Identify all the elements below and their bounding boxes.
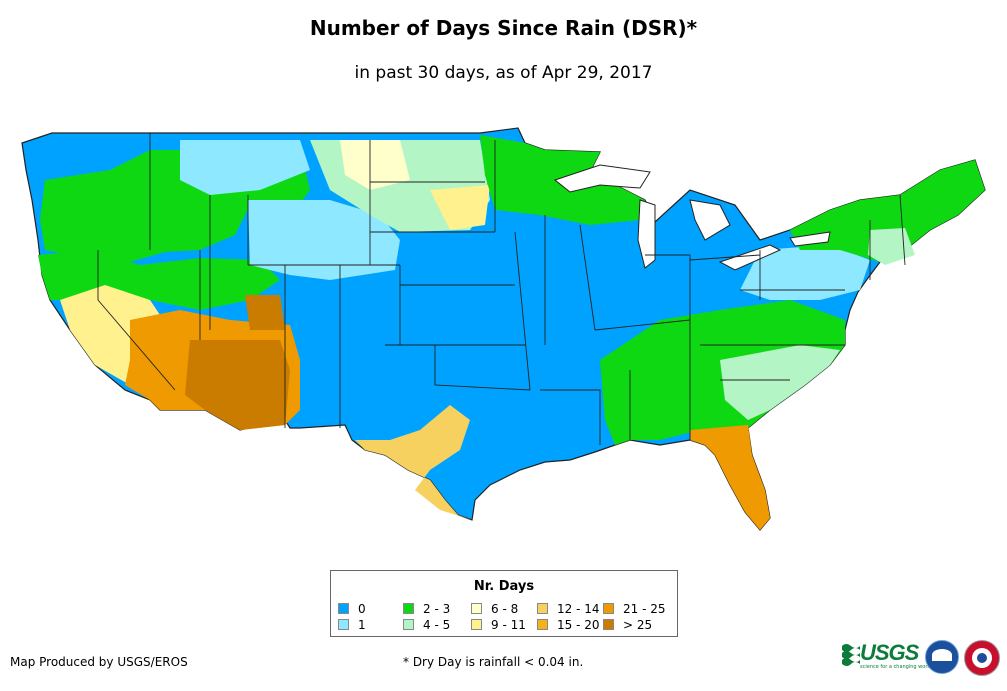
legend-item: 1 (338, 619, 366, 632)
legend-swatch (338, 619, 349, 630)
legend-item: 12 - 14 (537, 603, 600, 616)
nws-logo (964, 640, 1000, 676)
legend-swatch (403, 603, 414, 614)
state-boundaries (97, 133, 906, 445)
legend-item: 15 - 20 (537, 619, 600, 632)
legend-label: 12 - 14 (557, 602, 600, 616)
region-montana-1 (180, 140, 310, 195)
legend-item: 9 - 11 (471, 619, 526, 632)
legend-item: 2 - 3 (403, 603, 450, 616)
legend-label: 1 (358, 618, 366, 632)
lake-superior (553, 164, 651, 193)
legend-swatch (338, 603, 349, 614)
legend-item: 4 - 5 (403, 619, 450, 632)
legend-label: > 25 (623, 618, 653, 632)
region-wyoming-1 (248, 200, 400, 280)
legend-title: Nr. Days (473, 579, 535, 594)
usgs-wordmark: USGS (860, 640, 919, 665)
dry-day-note: * Dry Day is rainfall < 0.04 in. (403, 655, 584, 669)
nws-ring-icon (972, 648, 992, 668)
region-california-2-3 (38, 250, 280, 310)
region-northeast-2-3 (790, 160, 985, 262)
lake-huron (689, 199, 731, 241)
region-northdakota-6-8 (340, 140, 410, 190)
legend-label: 6 - 8 (491, 602, 519, 616)
region-mid-atlantic-1 (740, 245, 870, 300)
legend-swatch (537, 603, 548, 614)
usgs-tagline: science for a changing world (860, 664, 932, 670)
legend-label: 21 - 25 (623, 602, 666, 616)
region-texas-12-14 (355, 405, 472, 520)
legend-item: 6 - 8 (471, 603, 518, 616)
legend-swatch (603, 603, 614, 614)
legend-swatch (403, 619, 414, 630)
legend-swatch (537, 619, 548, 630)
producer-credit: Map Produced by USGS/EROS (10, 655, 188, 669)
region-utah-gt25 (245, 295, 285, 330)
nws-core-icon (977, 653, 987, 663)
region-southdakota-9-11 (430, 185, 490, 230)
region-arizona-gt25 (185, 340, 290, 430)
legend-label: 15 - 20 (557, 618, 600, 632)
region-florida-15-20 (690, 425, 770, 530)
noaa-logo (925, 640, 959, 674)
legend-item: > 25 (603, 619, 652, 632)
legend-swatch (471, 603, 482, 614)
map-title: Number of Days Since Rain (DSR)* (309, 16, 698, 40)
legend-swatch (603, 619, 614, 630)
legend-label: 4 - 5 (423, 618, 451, 632)
map-subtitle: in past 30 days, as of Apr 29, 2017 (354, 63, 653, 83)
legend: Nr. Days 0 1 2 - 3 4 - 5 6 - 8 9 - 11 12… (330, 570, 678, 637)
legend-label: 0 (358, 602, 366, 616)
lake-ontario (789, 231, 831, 247)
lake-michigan (637, 199, 656, 269)
region-carolinas-4-5 (720, 345, 840, 420)
lake-erie (718, 244, 782, 271)
legend-label: 9 - 11 (491, 618, 526, 632)
usgs-logo: USGS science for a changing world (842, 640, 932, 670)
usgs-wave-icon (842, 644, 860, 666)
noaa-gull-icon (932, 649, 952, 661)
legend-swatch (471, 619, 482, 630)
legend-item: 21 - 25 (603, 603, 666, 616)
legend-item: 0 (338, 603, 366, 616)
legend-label: 2 - 3 (423, 602, 451, 616)
